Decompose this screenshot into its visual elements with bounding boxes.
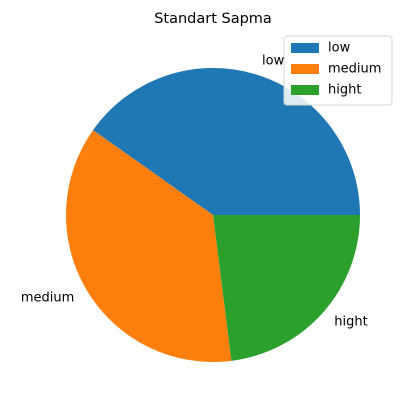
legend-label-low: low (328, 41, 351, 56)
pie-slice-hight (213, 215, 360, 361)
legend-swatch-medium (291, 64, 319, 74)
legend-swatch-low (291, 43, 319, 53)
pie-labels: low medium hight (21, 53, 368, 329)
legend-items: low medium hight (291, 41, 381, 98)
legend-label-hight: hight (328, 83, 361, 98)
pie-label-low: low (262, 53, 285, 68)
pie-label-medium: medium (21, 291, 74, 306)
legend: low medium hight (283, 35, 393, 106)
legend-swatch-hight (291, 85, 319, 95)
legend-label-medium: medium (328, 62, 381, 77)
pie-slices (66, 67, 360, 362)
pie-slice-medium (66, 130, 232, 362)
pie-label-hight: hight (334, 314, 367, 329)
chart-title: Standart Sapma (154, 11, 272, 27)
